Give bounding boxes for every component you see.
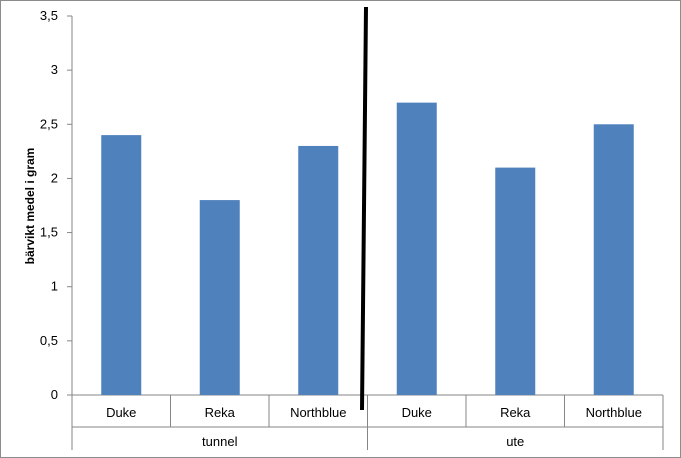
y-tick-label: 2 bbox=[51, 170, 58, 185]
x-category-label: Duke bbox=[402, 405, 432, 420]
y-axis-label: bärvikt medel i gram bbox=[23, 148, 37, 265]
y-tick-label: 0 bbox=[51, 387, 58, 402]
y-tick-label: 2,5 bbox=[40, 116, 58, 131]
y-tick-label: 3,5 bbox=[40, 8, 58, 23]
bar bbox=[396, 102, 437, 395]
bar bbox=[298, 145, 339, 395]
x-category-label: Duke bbox=[106, 405, 136, 420]
y-tick-label: 3 bbox=[51, 62, 58, 77]
bar bbox=[199, 200, 240, 395]
x-category-label: Reka bbox=[500, 405, 531, 420]
x-category-label: Northblue bbox=[586, 405, 642, 420]
x-category-label: Northblue bbox=[290, 405, 346, 420]
bar bbox=[593, 124, 634, 396]
bar bbox=[101, 135, 142, 395]
y-tick-label: 1,5 bbox=[40, 225, 58, 240]
x-group-label: tunnel bbox=[202, 434, 238, 449]
x-group-label: ute bbox=[506, 434, 524, 449]
bar bbox=[495, 167, 536, 395]
group-divider-line bbox=[360, 6, 368, 411]
x-category-label: Reka bbox=[205, 405, 236, 420]
y-tick-label: 1 bbox=[51, 279, 58, 294]
y-tick-label: 0,5 bbox=[40, 333, 58, 348]
